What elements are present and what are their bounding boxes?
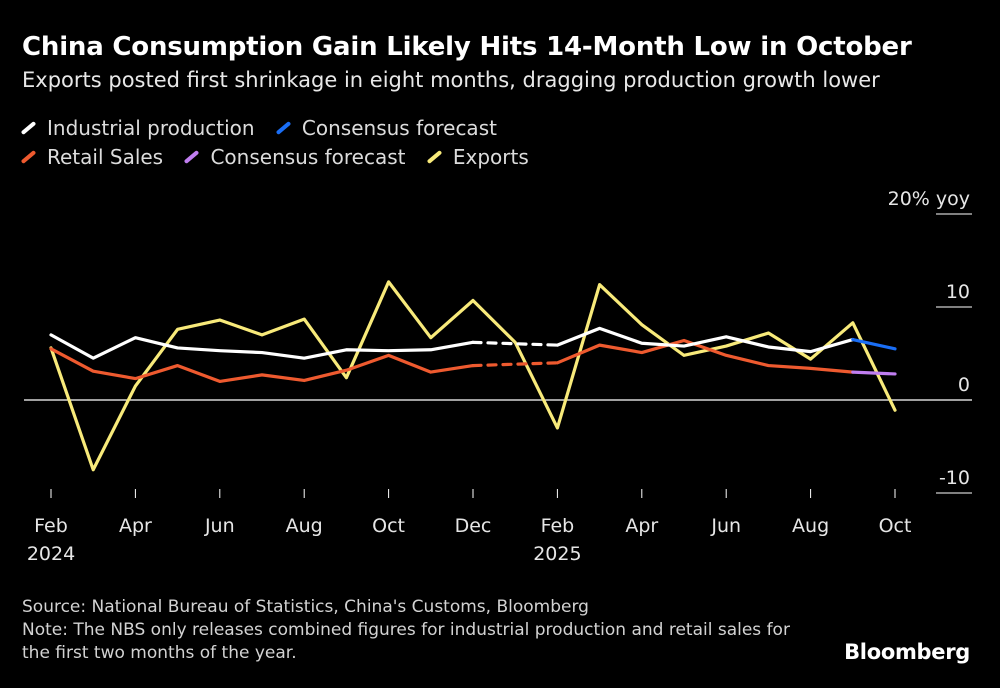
- y-tick-label: 0: [958, 374, 970, 396]
- consensus-retail-line: [851, 370, 897, 376]
- x-tick-label: Dec: [455, 515, 492, 537]
- y-tick-label: 20% yoy: [888, 188, 970, 210]
- x-tick-label: Jun: [710, 515, 741, 537]
- industrial-production-line: [555, 326, 855, 354]
- retail-sales-line: [555, 338, 855, 374]
- legend-item-consensus-retail: Consensus forecast: [183, 143, 406, 172]
- legend-item-industrial-production: Industrial production: [20, 114, 255, 143]
- bloomberg-logo: Bloomberg: [844, 640, 970, 664]
- retail-sales-gap-segment: [471, 361, 560, 368]
- legend-label-consensus-ip: Consensus forecast: [301, 116, 497, 140]
- chart-legend: Industrial production Consensus forecast…: [20, 114, 640, 172]
- legend-item-retail-sales: Retail Sales: [20, 143, 163, 172]
- legend-label-retail-sales: Retail Sales: [47, 145, 164, 169]
- source-note: Source: National Bureau of Statistics, C…: [22, 597, 589, 617]
- retail-sales-line: [49, 347, 475, 383]
- x-tick-label: Oct: [879, 515, 912, 537]
- chart-subtitle: Exports posted first shrinkage in eight …: [22, 68, 880, 92]
- x-tick-label: Aug: [286, 515, 323, 537]
- legend-label-consensus-retail: Consensus forecast: [210, 145, 406, 169]
- methodology-note: Note: The NBS only releases combined fig…: [22, 620, 790, 663]
- legend-item-exports: Exports: [426, 143, 529, 172]
- industrial-production-gap-segment: [471, 340, 560, 347]
- legend-label-industrial-production: Industrial production: [47, 116, 255, 140]
- consensus-ip-line: [851, 337, 897, 351]
- x-tick-year-label: 2024: [27, 543, 75, 565]
- exports-line: [49, 280, 897, 472]
- x-tick-label: Apr: [625, 515, 658, 537]
- x-tick-label: Aug: [792, 515, 829, 537]
- x-tick-label: Feb: [541, 515, 575, 537]
- y-tick-label: -10: [939, 467, 970, 489]
- legend-label-exports: Exports: [452, 145, 529, 169]
- industrial-production-line: [49, 333, 475, 360]
- x-tick-label: Jun: [204, 515, 235, 537]
- chart-footer: Source: National Bureau of Statistics, C…: [22, 596, 812, 665]
- x-tick-label: Apr: [119, 515, 152, 537]
- x-tick-year-label: 2025: [533, 543, 581, 565]
- chart-title: China Consumption Gain Likely Hits 14-Mo…: [22, 32, 912, 62]
- y-tick-label: 10: [946, 281, 970, 303]
- x-tick-label: Oct: [372, 515, 405, 537]
- x-tick-label: Feb: [34, 515, 68, 537]
- legend-item-consensus-ip: Consensus forecast: [275, 114, 497, 143]
